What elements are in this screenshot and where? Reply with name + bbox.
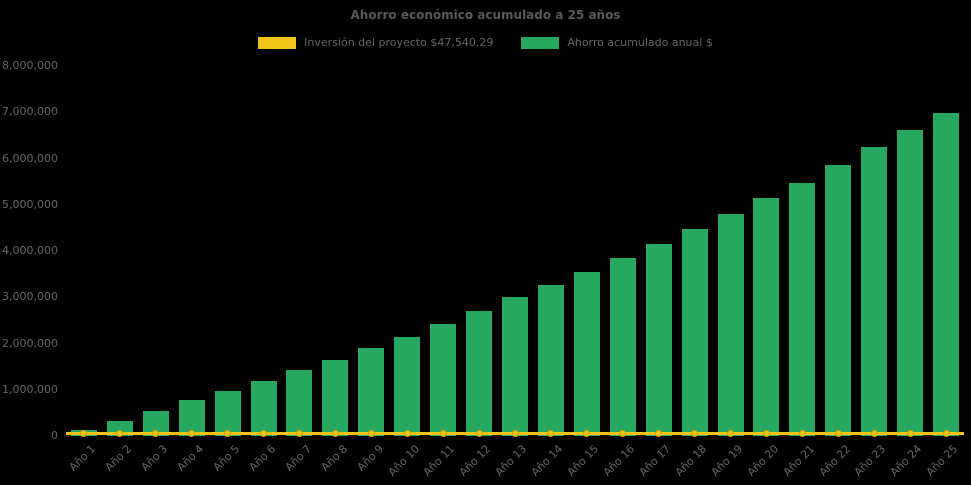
investment-point[interactable]	[152, 430, 160, 438]
x-tick-label: Año 3	[138, 442, 171, 474]
bar-ahorro-anio-7[interactable]	[286, 370, 313, 436]
x-tick-label: Año 1	[66, 442, 99, 474]
bar-ahorro-anio-25[interactable]	[933, 113, 960, 436]
x-tick-label: Año 4	[174, 442, 207, 474]
x-tick-label: Año 23	[852, 442, 889, 479]
bar-ahorro-anio-19[interactable]	[717, 214, 744, 436]
bar-ahorro-anio-21[interactable]	[789, 182, 816, 436]
bar-ahorro-anio-9[interactable]	[358, 348, 385, 436]
x-tick-label: Año 21	[780, 442, 817, 479]
y-tick-label: 0	[51, 429, 58, 442]
bar-ahorro-anio-24[interactable]	[897, 129, 924, 436]
chart-title: Ahorro económico acumulado a 25 años	[350, 8, 621, 22]
y-tick-label: 3,000,000	[2, 290, 58, 304]
bar-ahorro-anio-6[interactable]	[250, 380, 277, 436]
y-tick-label: 7,000,000	[2, 105, 58, 119]
investment-point[interactable]	[331, 430, 339, 438]
bar-ahorro-anio-15[interactable]	[573, 271, 600, 436]
investment-point[interactable]	[475, 430, 483, 438]
investment-point[interactable]	[619, 430, 627, 438]
legend-swatch-inversion	[258, 36, 297, 49]
x-tick-label: Año 16	[600, 442, 638, 479]
bar-ahorro-anio-8[interactable]	[322, 359, 349, 436]
investment-point[interactable]	[762, 430, 770, 438]
investment-point[interactable]	[906, 430, 914, 438]
investment-point[interactable]	[367, 430, 375, 438]
y-tick-label: 1,000,000	[2, 382, 58, 396]
investment-point[interactable]	[583, 430, 591, 438]
investment-point[interactable]	[80, 430, 88, 438]
bar-ahorro-anio-17[interactable]	[645, 244, 672, 436]
investment-point[interactable]	[224, 430, 232, 438]
investment-point[interactable]	[260, 430, 268, 438]
bar-ahorro-anio-12[interactable]	[466, 311, 493, 436]
x-tick-label: Año 19	[708, 442, 746, 479]
investment-point[interactable]	[547, 430, 555, 438]
x-tick-label: Año 9	[354, 442, 386, 474]
investment-point[interactable]	[834, 430, 842, 438]
x-tick-label: Año 25	[923, 442, 961, 479]
bar-ahorro-anio-23[interactable]	[861, 146, 888, 436]
bar-ahorro-anio-18[interactable]	[681, 229, 708, 436]
x-tick-label: Año 8	[318, 442, 350, 474]
bar-ahorro-anio-2[interactable]	[106, 420, 133, 436]
x-tick-label: Año 15	[564, 442, 602, 479]
bar-ahorro-anio-14[interactable]	[537, 284, 564, 436]
investment-point[interactable]	[655, 430, 663, 438]
legend-swatch-ahorro	[521, 36, 560, 49]
x-tick-label: Año 13	[492, 442, 530, 479]
bar-ahorro-anio-20[interactable]	[753, 197, 780, 436]
bar-ahorro-anio-5[interactable]	[214, 390, 241, 436]
x-tick-label: Año 2	[102, 442, 135, 474]
x-tick-label: Año 17	[636, 442, 674, 479]
bar-ahorro-anio-16[interactable]	[609, 257, 636, 436]
investment-point[interactable]	[870, 430, 878, 438]
legend-label-inversion: Inversión del proyecto $47,540.29	[304, 36, 494, 49]
y-tick-label: 5,000,000	[2, 197, 58, 211]
bar-ahorro-anio-22[interactable]	[825, 165, 852, 436]
investment-point[interactable]	[116, 430, 124, 438]
investment-point[interactable]	[403, 430, 411, 438]
x-tick-label: Año 11	[421, 442, 458, 479]
investment-point[interactable]	[511, 430, 519, 438]
y-tick-label: 4,000,000	[2, 244, 58, 257]
y-tick-label: 8,000,000	[2, 59, 58, 72]
x-tick-label: Año 20	[744, 442, 781, 479]
bar-ahorro-anio-11[interactable]	[430, 323, 457, 436]
y-tick-label: 2,000,000	[2, 336, 58, 350]
x-tick-label: Año 12	[456, 442, 494, 479]
x-tick-label: Año 5	[210, 442, 243, 474]
legend-item-ahorro[interactable]: Ahorro acumulado anual $	[521, 36, 713, 49]
legend: Inversión del proyecto $47,540.29 Ahorro…	[0, 36, 971, 49]
x-tick-label: Año 18	[672, 442, 710, 479]
investment-point[interactable]	[295, 430, 303, 438]
investment-point[interactable]	[188, 430, 196, 438]
x-tick-label: Año 22	[816, 442, 853, 479]
investment-point[interactable]	[727, 430, 735, 438]
x-tick-label: Año 6	[246, 442, 279, 474]
x-tick-label: Año 10	[385, 442, 422, 479]
x-tick-label: Año 7	[282, 442, 314, 474]
bar-ahorro-anio-10[interactable]	[394, 337, 421, 436]
legend-label-ahorro: Ahorro acumulado anual $	[567, 36, 713, 49]
investment-point[interactable]	[439, 430, 447, 438]
investment-point[interactable]	[798, 430, 806, 438]
bar-ahorro-anio-13[interactable]	[502, 297, 528, 436]
investment-point[interactable]	[691, 430, 699, 438]
bar-ahorro-anio-4[interactable]	[178, 400, 205, 436]
y-tick-label: 6,000,000	[2, 151, 58, 165]
legend-item-inversion[interactable]: Inversión del proyecto $47,540.29	[258, 36, 493, 49]
x-tick-label: Año 24	[888, 442, 925, 479]
x-tick-label: Año 14	[528, 442, 566, 479]
investment-point[interactable]	[942, 430, 950, 438]
